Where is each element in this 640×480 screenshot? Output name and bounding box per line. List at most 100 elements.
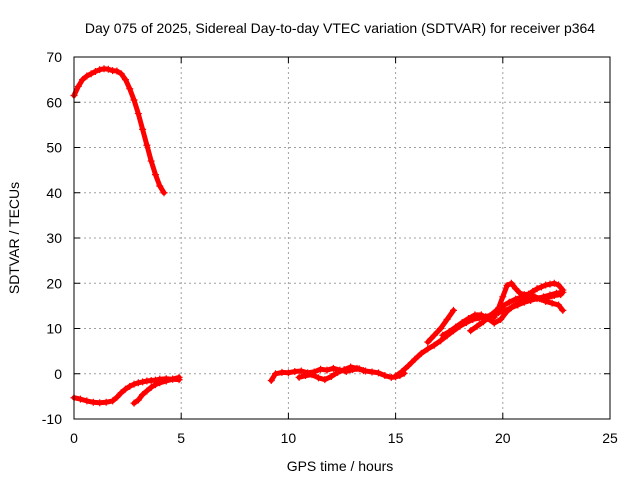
data-point (323, 366, 331, 374)
series-trace (131, 374, 182, 406)
data-point (542, 281, 550, 289)
data-point (151, 381, 159, 389)
data-point (96, 66, 104, 74)
data-point (134, 396, 142, 404)
series-trace (393, 289, 566, 379)
y-tick-label: 30 (46, 230, 62, 246)
data-point (175, 373, 183, 381)
data-point (368, 368, 376, 376)
data-point (449, 306, 457, 314)
data-point (302, 372, 310, 380)
data-point (126, 85, 134, 93)
data-point (130, 380, 138, 388)
data-point (121, 76, 129, 84)
data-point (134, 110, 142, 118)
data-point (134, 379, 142, 387)
data-point (499, 293, 507, 301)
x-tick-labels: 0 5 10 15 20 25 (70, 430, 618, 446)
data-point (113, 67, 121, 75)
data-point (334, 368, 342, 376)
y-tick-label: 40 (46, 185, 62, 201)
data-point (109, 397, 117, 405)
data-point (347, 363, 355, 371)
data-point (147, 383, 155, 391)
data-point (430, 341, 438, 349)
data-point (499, 302, 507, 310)
data-point (458, 319, 466, 327)
chart-title: Day 075 of 2025, Sidereal Day-to-day VTE… (85, 20, 595, 36)
y-tick-label: 70 (46, 49, 62, 65)
data-point (329, 364, 337, 372)
x-tick-label: 10 (281, 430, 297, 446)
y-tick-label: 60 (46, 94, 62, 110)
data-point (113, 393, 121, 401)
data-point (510, 302, 518, 310)
data-point (417, 349, 425, 357)
y-tick-label: -10 (42, 411, 62, 427)
data-point (317, 365, 325, 373)
data-point (505, 298, 513, 306)
data-series (70, 65, 567, 407)
series-track-5 (295, 363, 367, 384)
data-point (512, 295, 520, 303)
x-tick-label: 0 (70, 430, 78, 446)
data-point (497, 315, 505, 323)
data-point (83, 72, 91, 80)
data-point (340, 366, 348, 374)
data-point (169, 375, 177, 383)
x-tick-label: 20 (495, 430, 511, 446)
data-point (529, 287, 537, 295)
data-point (284, 369, 292, 377)
data-point (507, 279, 515, 287)
data-point (443, 315, 451, 323)
series-track-2 (70, 375, 183, 407)
data-point (537, 283, 545, 291)
data-point (267, 377, 275, 385)
data-point (537, 295, 545, 303)
y-tick-label: 50 (46, 140, 62, 156)
data-point (437, 337, 445, 345)
grid (74, 57, 610, 419)
data-point (548, 299, 556, 307)
data-point (464, 315, 472, 323)
data-point (559, 286, 567, 294)
data-point (550, 279, 558, 287)
data-point (278, 368, 286, 376)
data-point (79, 76, 87, 84)
data-point (87, 70, 95, 78)
data-point (512, 285, 520, 293)
data-point (139, 391, 147, 399)
data-point (398, 367, 406, 375)
series-track-1 (70, 65, 168, 197)
data-point (130, 96, 138, 104)
data-point (490, 319, 498, 327)
data-point (76, 395, 84, 403)
data-point (492, 306, 500, 314)
data-point (327, 372, 335, 380)
x-tick-label: 25 (602, 430, 618, 446)
data-point (555, 301, 563, 309)
series-track-6 (392, 288, 567, 380)
data-point (525, 291, 533, 299)
data-point (308, 371, 316, 379)
data-point (533, 285, 541, 293)
data-point (102, 398, 110, 406)
data-point (486, 312, 494, 320)
y-tick-label: 0 (54, 366, 62, 382)
data-point (477, 311, 485, 319)
tick-marks (73, 56, 611, 420)
data-point (104, 65, 112, 73)
data-point (139, 125, 147, 133)
data-point (162, 377, 170, 385)
data-point (374, 369, 382, 377)
data-point (381, 372, 389, 380)
data-point (353, 364, 361, 372)
data-point (518, 293, 526, 301)
data-point (471, 311, 479, 319)
series-track-10 (467, 291, 565, 335)
x-tick-label: 5 (177, 430, 185, 446)
data-point (437, 325, 445, 332)
data-point (117, 70, 125, 78)
data-point (359, 367, 367, 375)
